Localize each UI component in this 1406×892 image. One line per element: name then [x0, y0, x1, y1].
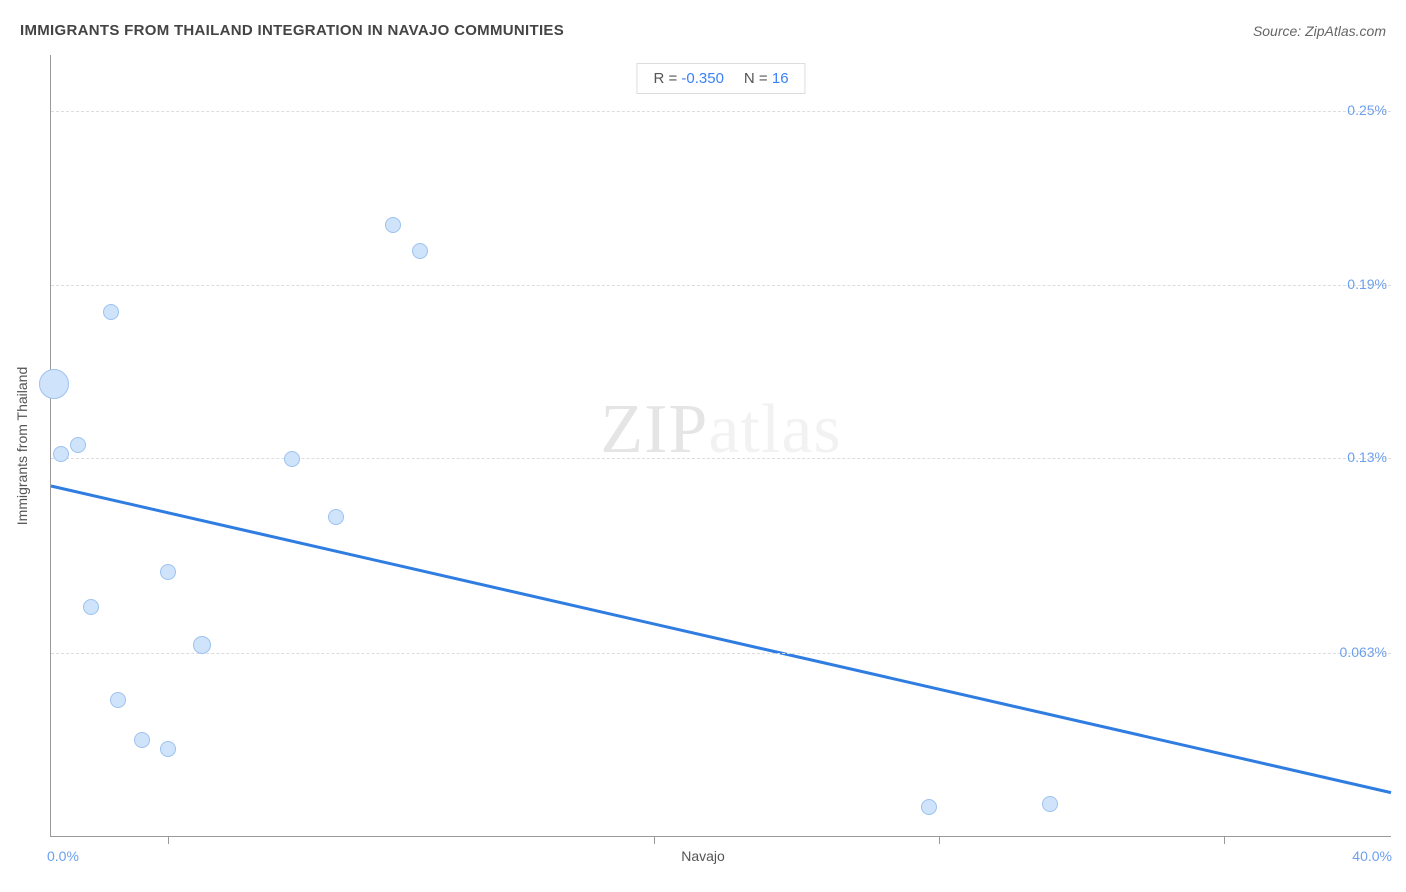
- stat-r-label: R =: [653, 70, 677, 87]
- data-point: [193, 636, 211, 654]
- gridline-h: [51, 653, 1391, 654]
- data-point: [70, 437, 86, 453]
- stat-n-label: N =: [744, 70, 768, 87]
- gridline-h: [51, 111, 1391, 112]
- x-tick: [1224, 836, 1225, 844]
- chart-header: IMMIGRANTS FROM THAILAND INTEGRATION IN …: [20, 22, 1386, 39]
- x-tick: [168, 836, 169, 844]
- data-point: [103, 304, 119, 320]
- gridline-h: [51, 285, 1391, 286]
- data-point: [134, 732, 150, 748]
- gridline-h: [51, 458, 1391, 459]
- data-point: [160, 741, 176, 757]
- trend-line-svg: [51, 55, 1391, 836]
- stat-n: N = 16: [744, 70, 789, 87]
- x-min-label: 0.0%: [47, 848, 79, 864]
- y-axis-label: Immigrants from Thailand: [14, 367, 30, 525]
- source-label: Source: ZipAtlas.com: [1253, 23, 1386, 39]
- y-tick-label: 0.063%: [1340, 644, 1393, 660]
- x-max-label: 40.0%: [1352, 848, 1392, 864]
- stats-box: R = -0.350 N = 16: [636, 63, 805, 94]
- data-point: [160, 564, 176, 580]
- data-point: [385, 217, 401, 233]
- stat-n-value: 16: [772, 70, 789, 87]
- x-tick: [939, 836, 940, 844]
- y-tick-label: 0.19%: [1347, 276, 1393, 292]
- data-point: [110, 692, 126, 708]
- stat-r-value: -0.350: [681, 70, 724, 87]
- data-point: [328, 509, 344, 525]
- y-tick-label: 0.25%: [1347, 102, 1393, 118]
- chart-plot-area: ZIPatlas R = -0.350 N = 16 0.063%0.13%0.…: [50, 55, 1391, 837]
- data-point: [1042, 796, 1058, 812]
- data-point: [83, 599, 99, 615]
- data-point: [412, 243, 428, 259]
- data-point: [53, 446, 69, 462]
- data-point: [39, 369, 69, 399]
- y-tick-label: 0.13%: [1347, 449, 1393, 465]
- data-point: [284, 451, 300, 467]
- stat-r: R = -0.350: [653, 70, 723, 87]
- data-point: [921, 799, 937, 815]
- chart-title: IMMIGRANTS FROM THAILAND INTEGRATION IN …: [20, 22, 564, 39]
- x-tick: [654, 836, 655, 844]
- trend-line: [51, 486, 1391, 793]
- x-axis-label: Navajo: [681, 848, 725, 864]
